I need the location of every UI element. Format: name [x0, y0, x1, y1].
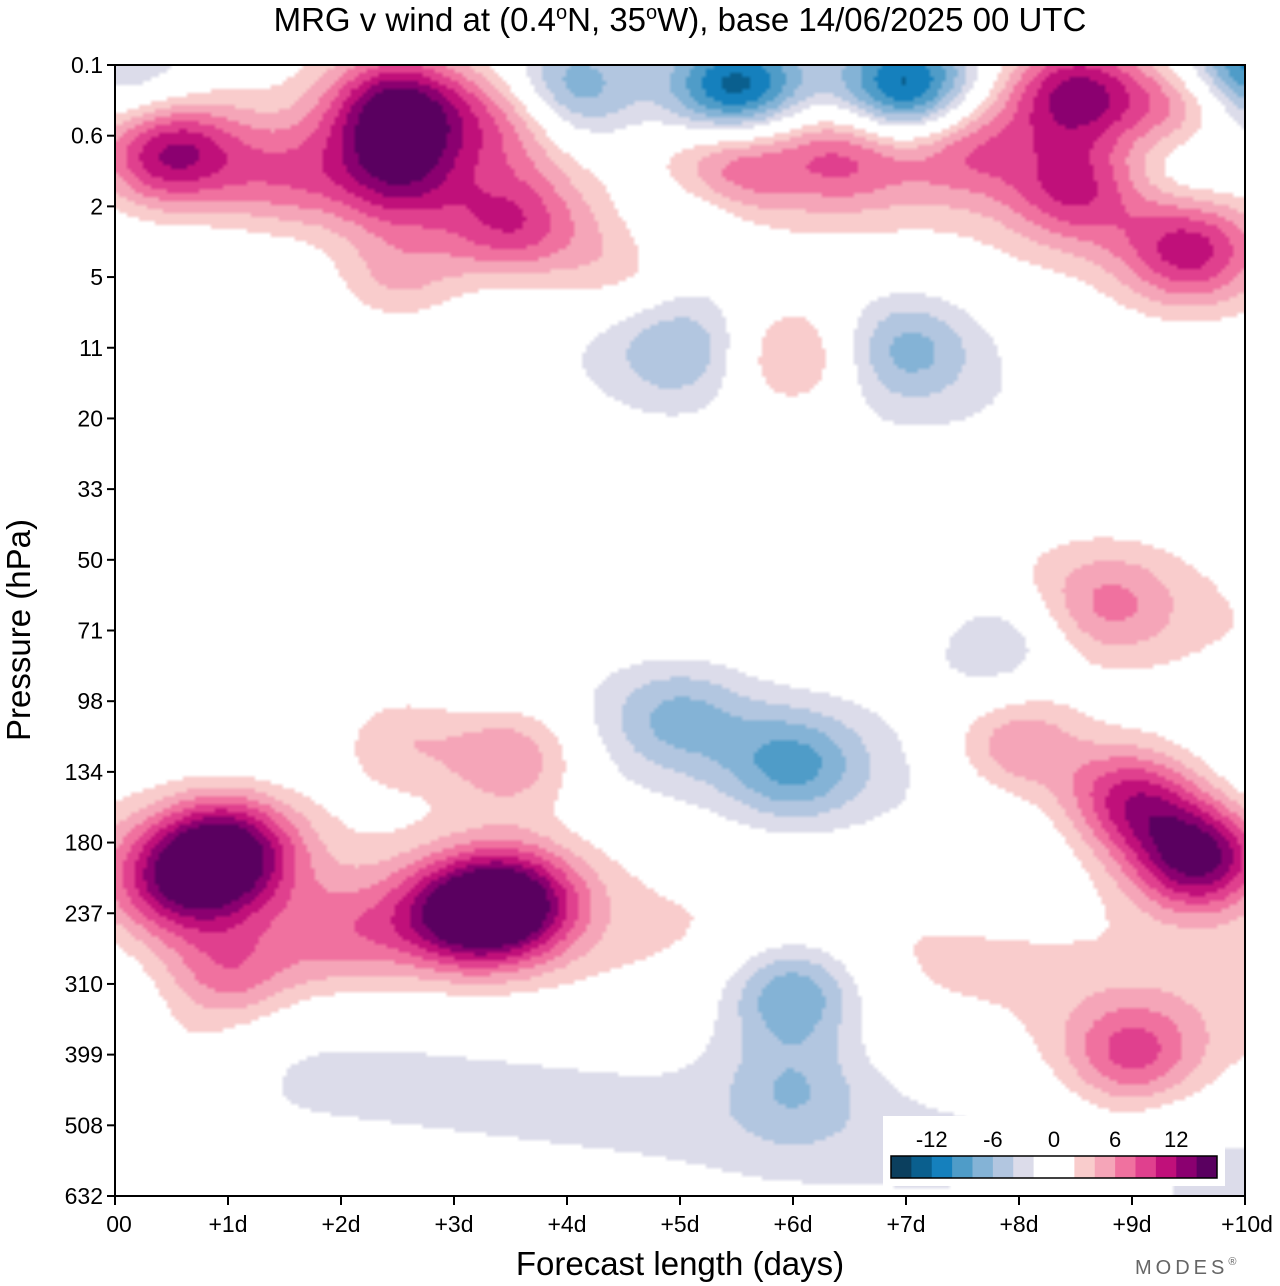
chart-title: MRG v wind at (0.4oN, 35oW), base 14/06/… — [274, 1, 1087, 38]
y-tick-label: 33 — [77, 476, 103, 502]
x-tick-label: +6d — [773, 1211, 812, 1237]
x-tick-label: +8d — [999, 1211, 1038, 1237]
colorbar-tick-label: 0 — [1048, 1127, 1060, 1152]
y-tick-label: 310 — [65, 971, 103, 997]
colorbar-swatch — [911, 1156, 933, 1178]
x-tick-label: +5d — [660, 1211, 699, 1237]
colorbar-swatch — [1074, 1156, 1096, 1178]
heatmap-layer — [115, 65, 1245, 1196]
colorbar-swatch — [1176, 1156, 1198, 1178]
colorbar-frame — [890, 1155, 1218, 1179]
y-tick-label: 399 — [65, 1042, 103, 1068]
colorbar-swatch — [931, 1156, 953, 1178]
x-tick-label: +10d — [1221, 1211, 1273, 1237]
x-tick-label: 00 — [106, 1211, 132, 1237]
colorbar-swatch — [1054, 1156, 1075, 1178]
colorbar-tick-label: -6 — [983, 1127, 1003, 1152]
y-tick-label: 98 — [77, 688, 103, 714]
x-axis: 00 +1d +2d +3d +4d +5d +6d +7d +8d +9d +10d — [106, 1196, 1273, 1237]
colorbar-swatch — [1094, 1156, 1116, 1178]
y-tick-label: 0.6 — [71, 123, 103, 149]
x-tick-label: +3d — [434, 1211, 473, 1237]
x-axis-label: Forecast length (days) — [516, 1245, 844, 1282]
y-tick-label: 632 — [65, 1183, 103, 1209]
y-tick-label: 5 — [90, 264, 103, 290]
colorbar-swatch — [952, 1156, 973, 1178]
brand-logo: MODES® — [1135, 1256, 1240, 1279]
y-tick-label: 180 — [65, 830, 103, 856]
y-tick-label: 134 — [65, 759, 104, 785]
heatmap-field — [115, 65, 1245, 1196]
colorbar-swatch — [1033, 1156, 1055, 1178]
y-tick-label: 237 — [65, 900, 103, 926]
y-tick-label: 71 — [77, 618, 103, 644]
colorbar-swatch — [972, 1156, 994, 1178]
colorbar: -12 -6 0 6 12 — [883, 1116, 1225, 1186]
x-tick-label: +9d — [1112, 1211, 1151, 1237]
colorbar-tick-label: -12 — [916, 1127, 948, 1152]
y-tick-label: 20 — [77, 405, 103, 431]
y-tick-label: 2 — [90, 193, 103, 219]
colorbar-tick-label: 12 — [1164, 1127, 1188, 1152]
x-tick-label: +4d — [547, 1211, 586, 1237]
colorbar-swatch — [891, 1156, 912, 1178]
colorbar-swatch — [1013, 1156, 1035, 1178]
y-tick-label: 50 — [77, 547, 103, 573]
x-tick-label: +1d — [208, 1211, 247, 1237]
y-tick-label: 508 — [65, 1112, 103, 1138]
y-tick-label: 0.1 — [71, 52, 103, 78]
colorbar-swatch — [1155, 1156, 1177, 1178]
x-tick-label: +7d — [886, 1211, 925, 1237]
x-tick-label: +2d — [321, 1211, 360, 1237]
colorbar-swatch — [1196, 1156, 1218, 1178]
colorbar-swatch — [1115, 1156, 1136, 1178]
y-axis-label: Pressure (hPa) — [0, 519, 37, 741]
colorbar-swatch — [992, 1156, 1014, 1178]
y-axis: 0.1 0.6 2 5 11 20 33 50 71 98 134 180 237 310 399 508 63… — [65, 52, 115, 1209]
colorbar-swatch — [1135, 1156, 1157, 1178]
y-tick-label: 11 — [79, 335, 103, 361]
colorbar-tick-label: 6 — [1109, 1127, 1121, 1152]
